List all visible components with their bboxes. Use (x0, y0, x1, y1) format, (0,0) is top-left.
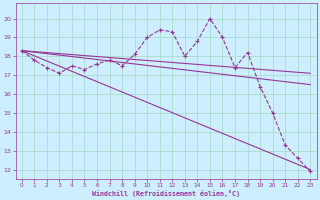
X-axis label: Windchill (Refroidissement éolien,°C): Windchill (Refroidissement éolien,°C) (92, 190, 240, 197)
